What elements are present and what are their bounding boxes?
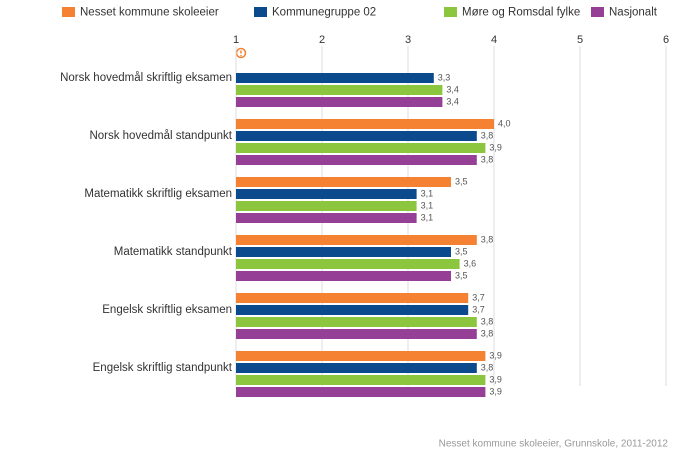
value-label: 3,9 <box>489 350 502 360</box>
value-label: 3,8 <box>481 130 494 140</box>
x-tick-label: 3 <box>405 34 411 46</box>
bar <box>236 259 460 269</box>
legend-label: Kommunegruppe 02 <box>272 7 376 19</box>
value-label: 3,9 <box>489 142 502 152</box>
value-label: 3,9 <box>489 374 502 384</box>
value-label: 3,4 <box>446 96 459 106</box>
value-label: 3,8 <box>481 234 494 244</box>
category-label: Engelsk skriftlig standpunkt <box>93 362 233 374</box>
legend-label: Nasjonalt <box>609 7 658 19</box>
footnote: Nesset kommune skoleeier, Grunnskole, 20… <box>439 439 669 450</box>
value-label: 3,1 <box>421 212 434 222</box>
legend-label: Møre og Romsdal fylke <box>462 7 580 19</box>
value-label: 3,5 <box>455 246 468 256</box>
bar <box>236 177 451 187</box>
value-label: 3,1 <box>421 188 434 198</box>
value-label: 3,9 <box>489 386 502 396</box>
bar <box>236 235 477 245</box>
x-tick-label: 4 <box>491 34 497 46</box>
bar <box>236 271 451 281</box>
value-label: 3,8 <box>481 316 494 326</box>
bar <box>236 85 443 95</box>
bar <box>236 189 417 199</box>
x-tick-label: 2 <box>319 34 325 46</box>
legend-swatch <box>62 7 75 17</box>
bar <box>236 143 486 153</box>
category-label: Norsk hovedmål standpunkt <box>89 130 232 142</box>
bar <box>236 97 443 107</box>
bar <box>236 247 451 257</box>
value-label: 3,4 <box>446 84 459 94</box>
bar <box>236 155 477 165</box>
bar <box>236 293 469 303</box>
category-label: Norsk hovedmål skriftlig eksamen <box>60 72 232 84</box>
x-tick-label: 1 <box>233 34 239 46</box>
bar <box>236 329 477 339</box>
x-tick-label: 6 <box>663 34 669 46</box>
value-label: 3,7 <box>472 292 485 302</box>
x-tick-label: 5 <box>577 34 583 46</box>
value-label: 3,1 <box>421 200 434 210</box>
value-label: 3,8 <box>481 328 494 338</box>
bar <box>236 119 494 129</box>
bar <box>236 73 434 83</box>
category-label: Engelsk skriftlig eksamen <box>102 304 232 316</box>
bar <box>236 363 477 373</box>
legend-swatch <box>591 7 604 17</box>
bar <box>236 201 417 211</box>
value-label: 3,8 <box>481 154 494 164</box>
missing-data-icon <box>235 47 247 59</box>
category-label: Matematikk standpunkt <box>114 246 233 258</box>
value-label: 4,0 <box>498 118 511 128</box>
bar <box>236 351 486 361</box>
bar <box>236 317 477 327</box>
value-label: 3,6 <box>464 258 477 268</box>
bar <box>236 305 469 315</box>
legend-swatch <box>444 7 457 17</box>
value-label: 3,3 <box>438 72 451 82</box>
bar <box>236 131 477 141</box>
bar <box>236 213 417 223</box>
legend-label: Nesset kommune skoleeier <box>80 7 219 19</box>
value-label: 3,5 <box>455 270 468 280</box>
legend-swatch <box>254 7 267 17</box>
value-label: 3,7 <box>472 304 485 314</box>
value-label: 3,5 <box>455 176 468 186</box>
bar <box>236 375 486 385</box>
value-label: 3,8 <box>481 362 494 372</box>
category-label: Matematikk skriftlig eksamen <box>84 188 232 200</box>
bar <box>236 387 486 397</box>
